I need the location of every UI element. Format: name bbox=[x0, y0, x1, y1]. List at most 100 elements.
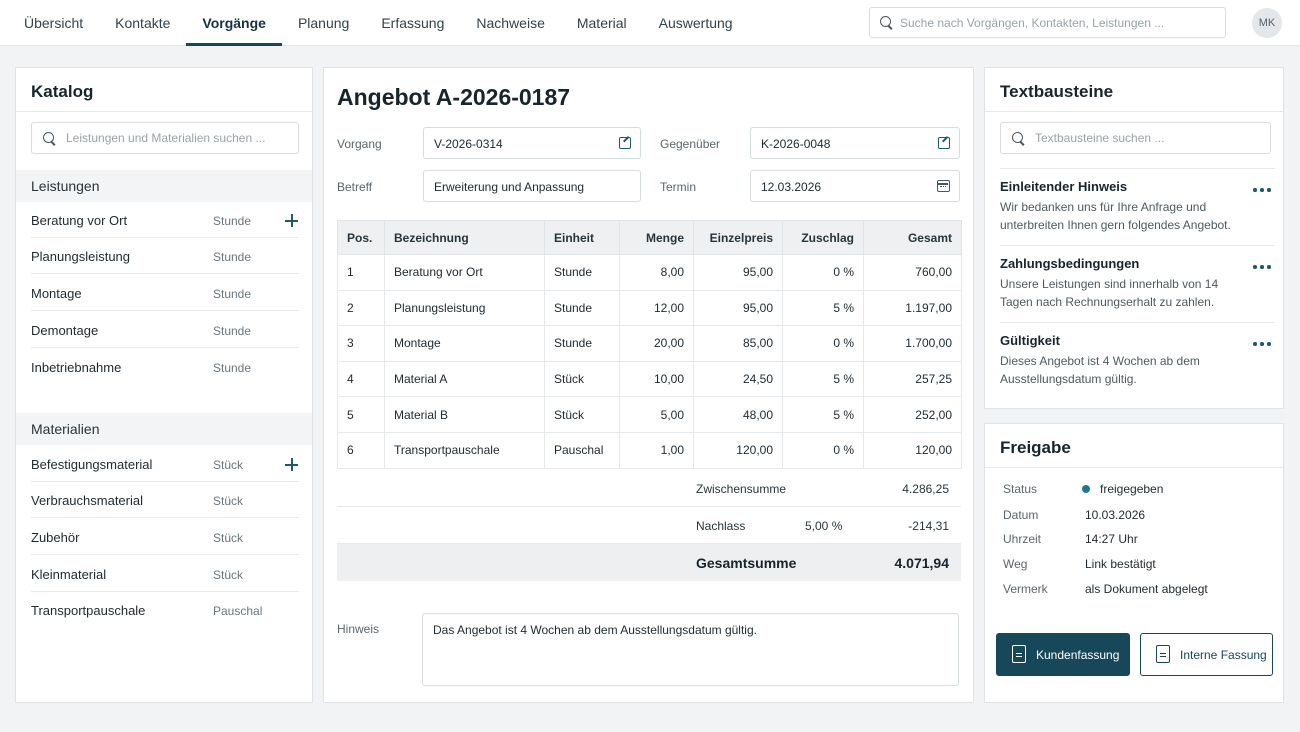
cell-bezeichnung[interactable]: Planungsleistung bbox=[384, 289, 545, 327]
add-icon[interactable] bbox=[285, 458, 298, 471]
cell-einheit[interactable]: Stück bbox=[544, 396, 620, 433]
table-row[interactable]: 6 Transportpauschale Pauschal 1,00 120,0… bbox=[337, 431, 962, 469]
table-row[interactable]: 2 Planungsleistung Stunde 12,00 95,00 5 … bbox=[337, 289, 962, 327]
cell-menge[interactable]: 20,00 bbox=[619, 325, 694, 362]
cell-einheit[interactable]: Stück bbox=[544, 360, 620, 398]
text-module-item[interactable]: Einleitender Hinweis Wir bedanken uns fü… bbox=[1000, 168, 1275, 246]
nav-kontakte[interactable]: Kontakte bbox=[115, 15, 171, 31]
cell-zuschlag[interactable]: 5 % bbox=[782, 396, 864, 433]
text-module-item[interactable]: Gültigkeit Dieses Angebot ist 4 Wochen a… bbox=[1000, 322, 1275, 400]
cell-menge[interactable]: 12,00 bbox=[619, 289, 694, 327]
cell-einheit[interactable]: Stunde bbox=[544, 325, 620, 362]
cell-menge[interactable]: 5,00 bbox=[619, 396, 694, 433]
cell-pos: 5 bbox=[337, 396, 385, 433]
vorgang-value: V-2026-0314 bbox=[434, 137, 503, 151]
subtotal-label: Zwischensumme bbox=[696, 482, 787, 496]
add-icon[interactable] bbox=[285, 214, 298, 227]
catalog-item[interactable]: Montage Stunde bbox=[31, 275, 299, 311]
customer-version-button[interactable]: Kundenfassung bbox=[996, 633, 1130, 676]
nav-uebersicht[interactable]: Übersicht bbox=[24, 15, 84, 31]
catalog-item[interactable]: Planungsleistung Stunde bbox=[31, 238, 299, 274]
cell-einheit[interactable]: Stunde bbox=[544, 289, 620, 327]
table-row[interactable]: 1 Beratung vor Ort Stunde 8,00 95,00 0 %… bbox=[337, 254, 962, 291]
col-header-einheit[interactable]: Einheit bbox=[544, 220, 620, 255]
catalog-item[interactable]: Inbetriebnahme Stunde bbox=[31, 349, 299, 385]
cell-einzelpreis[interactable]: 120,00 bbox=[693, 431, 783, 469]
cell-bezeichnung[interactable]: Transportpauschale bbox=[384, 431, 545, 469]
catalog-item[interactable]: Zubehör Stück bbox=[31, 519, 299, 555]
text-module-item[interactable]: Zahlungsbedingungen Unsere Leistungen si… bbox=[1000, 245, 1275, 323]
catalog-search[interactable] bbox=[31, 122, 299, 154]
col-header-menge[interactable]: Menge bbox=[619, 220, 694, 255]
cell-einheit[interactable]: Pauschal bbox=[544, 431, 620, 469]
cell-bezeichnung[interactable]: Material A bbox=[384, 360, 545, 398]
cell-bezeichnung[interactable]: Montage bbox=[384, 325, 545, 362]
note-field[interactable]: Das Angebot ist 4 Wochen ab dem Ausstell… bbox=[422, 613, 959, 686]
catalog-item[interactable]: Beratung vor Ort Stunde bbox=[31, 202, 299, 238]
global-search[interactable] bbox=[869, 7, 1226, 38]
catalog-item[interactable]: Transportpauschale Pauschal bbox=[31, 592, 299, 628]
col-header-bezeichnung[interactable]: Bezeichnung bbox=[384, 220, 545, 255]
avatar[interactable]: MK bbox=[1252, 8, 1282, 38]
nav-vorgaenge[interactable]: Vorgänge bbox=[186, 0, 282, 46]
calendar-icon[interactable] bbox=[937, 180, 950, 192]
cell-zuschlag[interactable]: 0 % bbox=[782, 254, 864, 291]
cell-menge[interactable]: 8,00 bbox=[619, 254, 694, 291]
cell-einzelpreis[interactable]: 95,00 bbox=[693, 254, 783, 291]
gegenueber-label: Gegenüber bbox=[660, 137, 721, 151]
cell-bezeichnung[interactable]: Beratung vor Ort bbox=[384, 254, 545, 291]
cell-zuschlag[interactable]: 5 % bbox=[782, 360, 864, 398]
internal-version-button[interactable]: Interne Fassung bbox=[1140, 633, 1273, 676]
col-header-pos[interactable]: Pos. bbox=[337, 220, 385, 255]
more-options-icon[interactable] bbox=[1253, 342, 1271, 348]
discount-percent[interactable]: 5,00 % bbox=[805, 519, 843, 533]
text-module-text: Unsere Leistungen sind innerhalb von 14 … bbox=[1000, 277, 1219, 309]
offer-panel: Angebot A-2026-0187 Vorgang V-2026-0314 … bbox=[323, 67, 974, 703]
cell-einzelpreis[interactable]: 48,00 bbox=[693, 396, 783, 433]
col-header-gesamt[interactable]: Gesamt bbox=[863, 220, 962, 255]
betreff-field[interactable]: Erweiterung und Anpassung bbox=[423, 170, 641, 202]
nav-material[interactable]: Material bbox=[576, 15, 627, 31]
cell-menge[interactable]: 1,00 bbox=[619, 431, 694, 469]
table-row[interactable]: 3 Montage Stunde 20,00 85,00 0 % 1.700,0… bbox=[337, 325, 962, 362]
more-options-icon[interactable] bbox=[1253, 188, 1271, 194]
cell-einheit[interactable]: Stunde bbox=[544, 254, 620, 291]
catalog-item[interactable]: Demontage Stunde bbox=[31, 312, 299, 348]
col-header-einzelpreis[interactable]: Einzelpreis bbox=[693, 220, 783, 255]
cell-menge[interactable]: 10,00 bbox=[619, 360, 694, 398]
cell-einzelpreis[interactable]: 95,00 bbox=[693, 289, 783, 327]
external-link-icon[interactable] bbox=[938, 137, 950, 149]
table-row[interactable]: 4 Material A Stück 10,00 24,50 5 % 257,2… bbox=[337, 360, 962, 398]
catalog-item[interactable]: Verbrauchsmaterial Stück bbox=[31, 482, 299, 518]
customer-version-label: Kundenfassung bbox=[1036, 648, 1120, 662]
cell-einzelpreis[interactable]: 85,00 bbox=[693, 325, 783, 362]
text-modules-search[interactable] bbox=[1000, 122, 1271, 154]
cell-zuschlag[interactable]: 0 % bbox=[782, 325, 864, 362]
cell-bezeichnung[interactable]: Material B bbox=[384, 396, 545, 433]
nav-auswertung[interactable]: Auswertung bbox=[658, 15, 733, 31]
catalog-item[interactable]: Befestigungsmaterial Stück bbox=[31, 446, 299, 482]
termin-field[interactable]: 12.03.2026 bbox=[750, 170, 960, 202]
vorgang-field[interactable]: V-2026-0314 bbox=[423, 127, 641, 159]
global-search-input[interactable] bbox=[900, 8, 1220, 37]
catalog-search-input[interactable] bbox=[66, 123, 294, 153]
cell-zuschlag[interactable]: 5 % bbox=[782, 289, 864, 327]
external-link-icon[interactable] bbox=[619, 137, 631, 149]
catalog-item[interactable]: Kleinmaterial Stück bbox=[31, 556, 299, 592]
col-header-zuschlag[interactable]: Zuschlag bbox=[782, 220, 864, 255]
catalog-item-name: Befestigungsmaterial bbox=[31, 457, 153, 472]
release-title: Freigabe bbox=[1000, 438, 1071, 457]
catalog-item-name: Demontage bbox=[31, 323, 99, 338]
cell-einzelpreis[interactable]: 24,50 bbox=[693, 360, 783, 398]
nav-planung[interactable]: Planung bbox=[297, 15, 350, 31]
cell-pos: 4 bbox=[337, 360, 385, 398]
text-modules-search-input[interactable] bbox=[1035, 123, 1265, 153]
more-options-icon[interactable] bbox=[1253, 265, 1271, 271]
gegenueber-field[interactable]: K-2026-0048 bbox=[750, 127, 960, 159]
nav-erfassung[interactable]: Erfassung bbox=[381, 15, 445, 31]
table-row[interactable]: 5 Material B Stück 5,00 48,00 5 % 252,00 bbox=[337, 396, 962, 433]
nav-nachweise[interactable]: Nachweise bbox=[476, 15, 545, 31]
cell-zuschlag[interactable]: 0 % bbox=[782, 431, 864, 469]
catalog-item-unit: Stück bbox=[213, 568, 244, 582]
vorgang-label: Vorgang bbox=[337, 137, 382, 151]
